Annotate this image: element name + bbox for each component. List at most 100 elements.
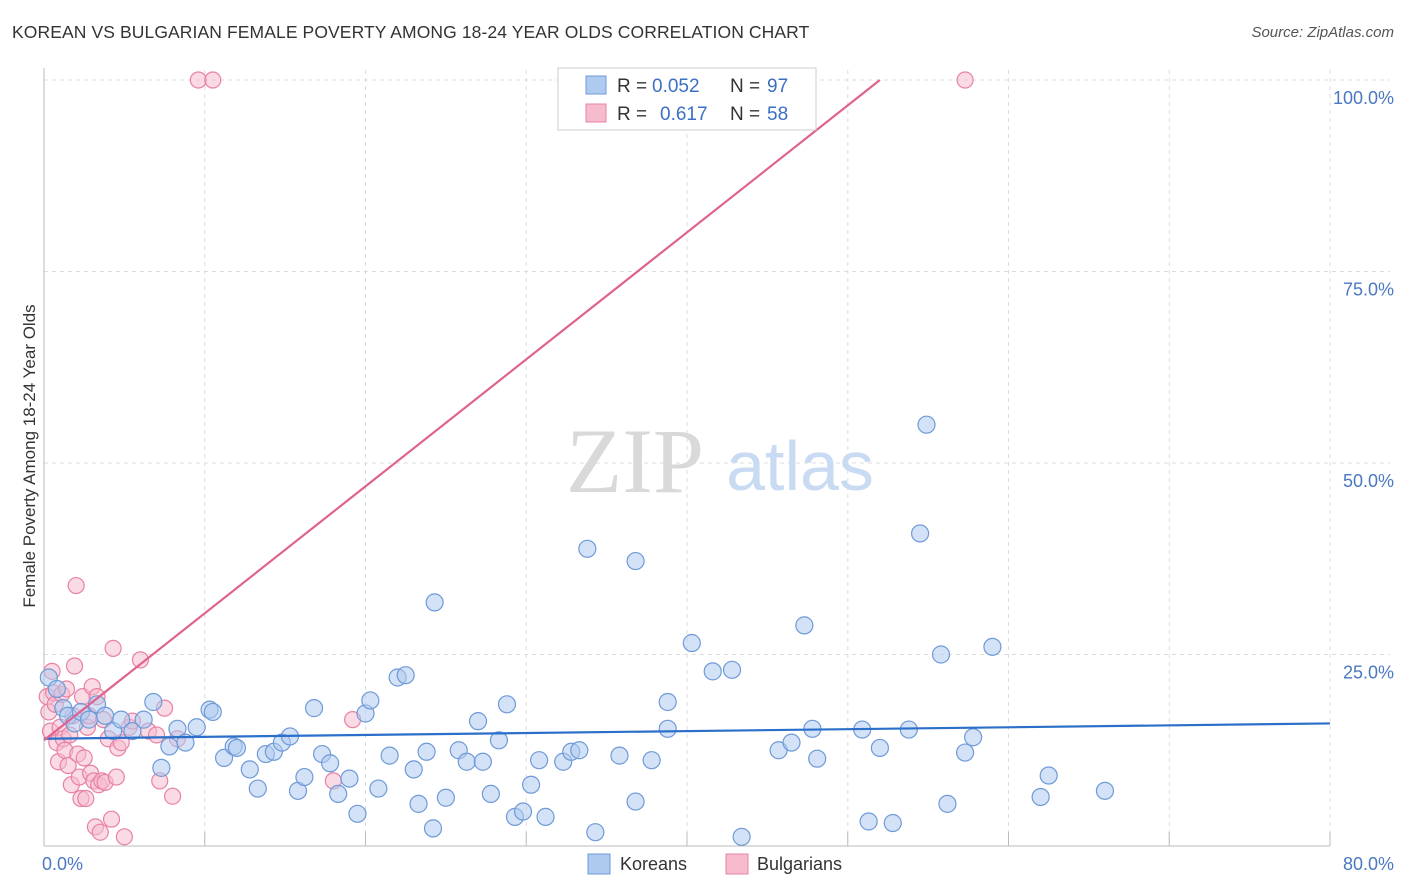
legend-korean-r-value: 0.052 <box>652 76 700 97</box>
korean-point-51 <box>457 752 476 771</box>
korean-point-96 <box>1095 781 1115 800</box>
legend-bulgarian-n-value: 58 <box>767 104 788 125</box>
bulgarian-point-38 <box>102 810 121 828</box>
korean-point-49 <box>436 788 455 807</box>
bulgarian-point-40 <box>107 768 125 786</box>
grid-lines <box>44 70 1390 846</box>
y-axis-label: Female Poverty Among 18-24 Year Olds <box>20 304 39 607</box>
korean-point-69 <box>626 792 645 811</box>
korean-point-8 <box>95 706 115 725</box>
bulgarian-point-46 <box>131 651 150 669</box>
korean-point-34 <box>321 754 340 773</box>
bulgarian-point-17 <box>65 657 84 675</box>
bulgarian-point-39 <box>104 639 122 657</box>
trend-lines <box>43 79 1331 742</box>
korean-point-95 <box>1039 766 1058 785</box>
korean-point-64 <box>570 741 589 760</box>
bulgarian-point-13 <box>59 756 77 775</box>
korean-point-36 <box>340 769 359 788</box>
korean-point-6 <box>79 710 99 729</box>
korean-point-73 <box>682 633 701 653</box>
bulgarian-point-54 <box>204 71 222 89</box>
korean-point-61 <box>536 807 555 826</box>
bulgarian-point-33 <box>91 823 109 841</box>
korean-point-31 <box>295 767 314 787</box>
korean-point-56 <box>497 695 517 714</box>
korean-point-87 <box>910 524 930 543</box>
y-tick-label-75: 75.0% <box>1343 280 1394 300</box>
legend-bulgarian-r-label: R = <box>617 104 647 125</box>
tick-labels: 25.0% 50.0% 75.0% 100.0% 0.0% 80.0% <box>42 88 1394 874</box>
korean-point-32 <box>304 699 324 718</box>
korean-point-84 <box>870 738 890 758</box>
korean-point-11 <box>123 721 142 741</box>
watermark-zip: ZIP <box>566 410 704 512</box>
korean-point-39 <box>361 691 380 710</box>
korean-point-44 <box>404 760 423 779</box>
korean-point-46 <box>417 742 436 761</box>
legend-korean-n-value: 97 <box>767 76 788 97</box>
korean-point-75 <box>722 660 742 679</box>
korean-point-40 <box>369 779 388 798</box>
korean-point-25 <box>248 779 267 798</box>
korean-point-94 <box>1031 787 1050 807</box>
korean-point-81 <box>808 749 827 768</box>
korean-point-48 <box>425 593 444 612</box>
korean-point-17 <box>176 733 195 752</box>
korean-point-67 <box>610 746 629 765</box>
bulgarian-point-23 <box>75 749 93 767</box>
legend-korean-r-label: R = <box>617 76 647 97</box>
korean-point-78 <box>782 733 801 752</box>
correlation-legend: R = 0.052 N = 97 R = 0.617 N = 58 <box>557 67 817 131</box>
legend-bulgarian-n-label: N = <box>730 104 760 125</box>
korean-point-89 <box>931 645 951 664</box>
korean-point-12 <box>134 710 153 729</box>
bulgarian-point-57 <box>956 71 974 89</box>
bulgarian-point-18 <box>67 576 85 595</box>
korean-point-90 <box>938 794 957 813</box>
korean-point-58 <box>513 802 533 821</box>
x-tick-label-0: 0.0% <box>42 854 83 874</box>
korean-point-88 <box>917 415 936 434</box>
korean-point-13 <box>144 692 163 712</box>
korean-point-41 <box>380 746 399 765</box>
y-tick-label-100: 100.0% <box>1333 88 1394 108</box>
watermark-atlas: atlas <box>726 427 874 505</box>
korean-point-43 <box>396 666 415 685</box>
korean-point-52 <box>468 712 488 731</box>
korean-point-54 <box>481 784 500 804</box>
legend-korean-swatch <box>585 75 607 95</box>
korean-point-37 <box>348 804 367 823</box>
korean-point-76 <box>732 827 751 846</box>
korean-point-83 <box>859 812 878 831</box>
bottom-legend-korean-label: Koreans <box>620 854 687 874</box>
korean-point-71 <box>658 692 677 712</box>
data-points <box>38 71 1115 846</box>
korean-point-72 <box>658 719 677 738</box>
korean-point-68 <box>626 551 645 571</box>
korean-point-85 <box>883 813 902 833</box>
korean-point-24 <box>240 760 259 779</box>
korean-point-65 <box>578 539 597 558</box>
legend-korean-n-label: N = <box>730 76 760 97</box>
source-credit: Source: ZipAtlas.com <box>1251 24 1394 41</box>
korean-point-15 <box>160 737 179 756</box>
korean-point-74 <box>703 662 722 681</box>
korean-point-70 <box>642 751 661 770</box>
series-legend: Koreans Bulgarians <box>587 853 842 875</box>
bulgarian-point-53 <box>189 71 207 89</box>
korean-point-55 <box>489 731 509 750</box>
chart-title: KOREAN VS BULGARIAN FEMALE POVERTY AMONG… <box>12 22 810 42</box>
korean-point-79 <box>795 616 814 635</box>
korean-point-66 <box>586 823 605 842</box>
bulgarian-point-51 <box>164 787 182 805</box>
bulgarian-point-24 <box>77 789 95 808</box>
watermark: ZIP atlas <box>566 410 874 512</box>
bulgarian-point-43 <box>115 828 133 846</box>
korean-point-14 <box>152 758 171 777</box>
bottom-legend-bulgarian-swatch <box>725 853 749 875</box>
y-tick-label-25: 25.0% <box>1343 663 1394 683</box>
korean-point-45 <box>409 794 428 813</box>
bottom-legend-bulgarian-label: Bulgarians <box>757 854 842 874</box>
